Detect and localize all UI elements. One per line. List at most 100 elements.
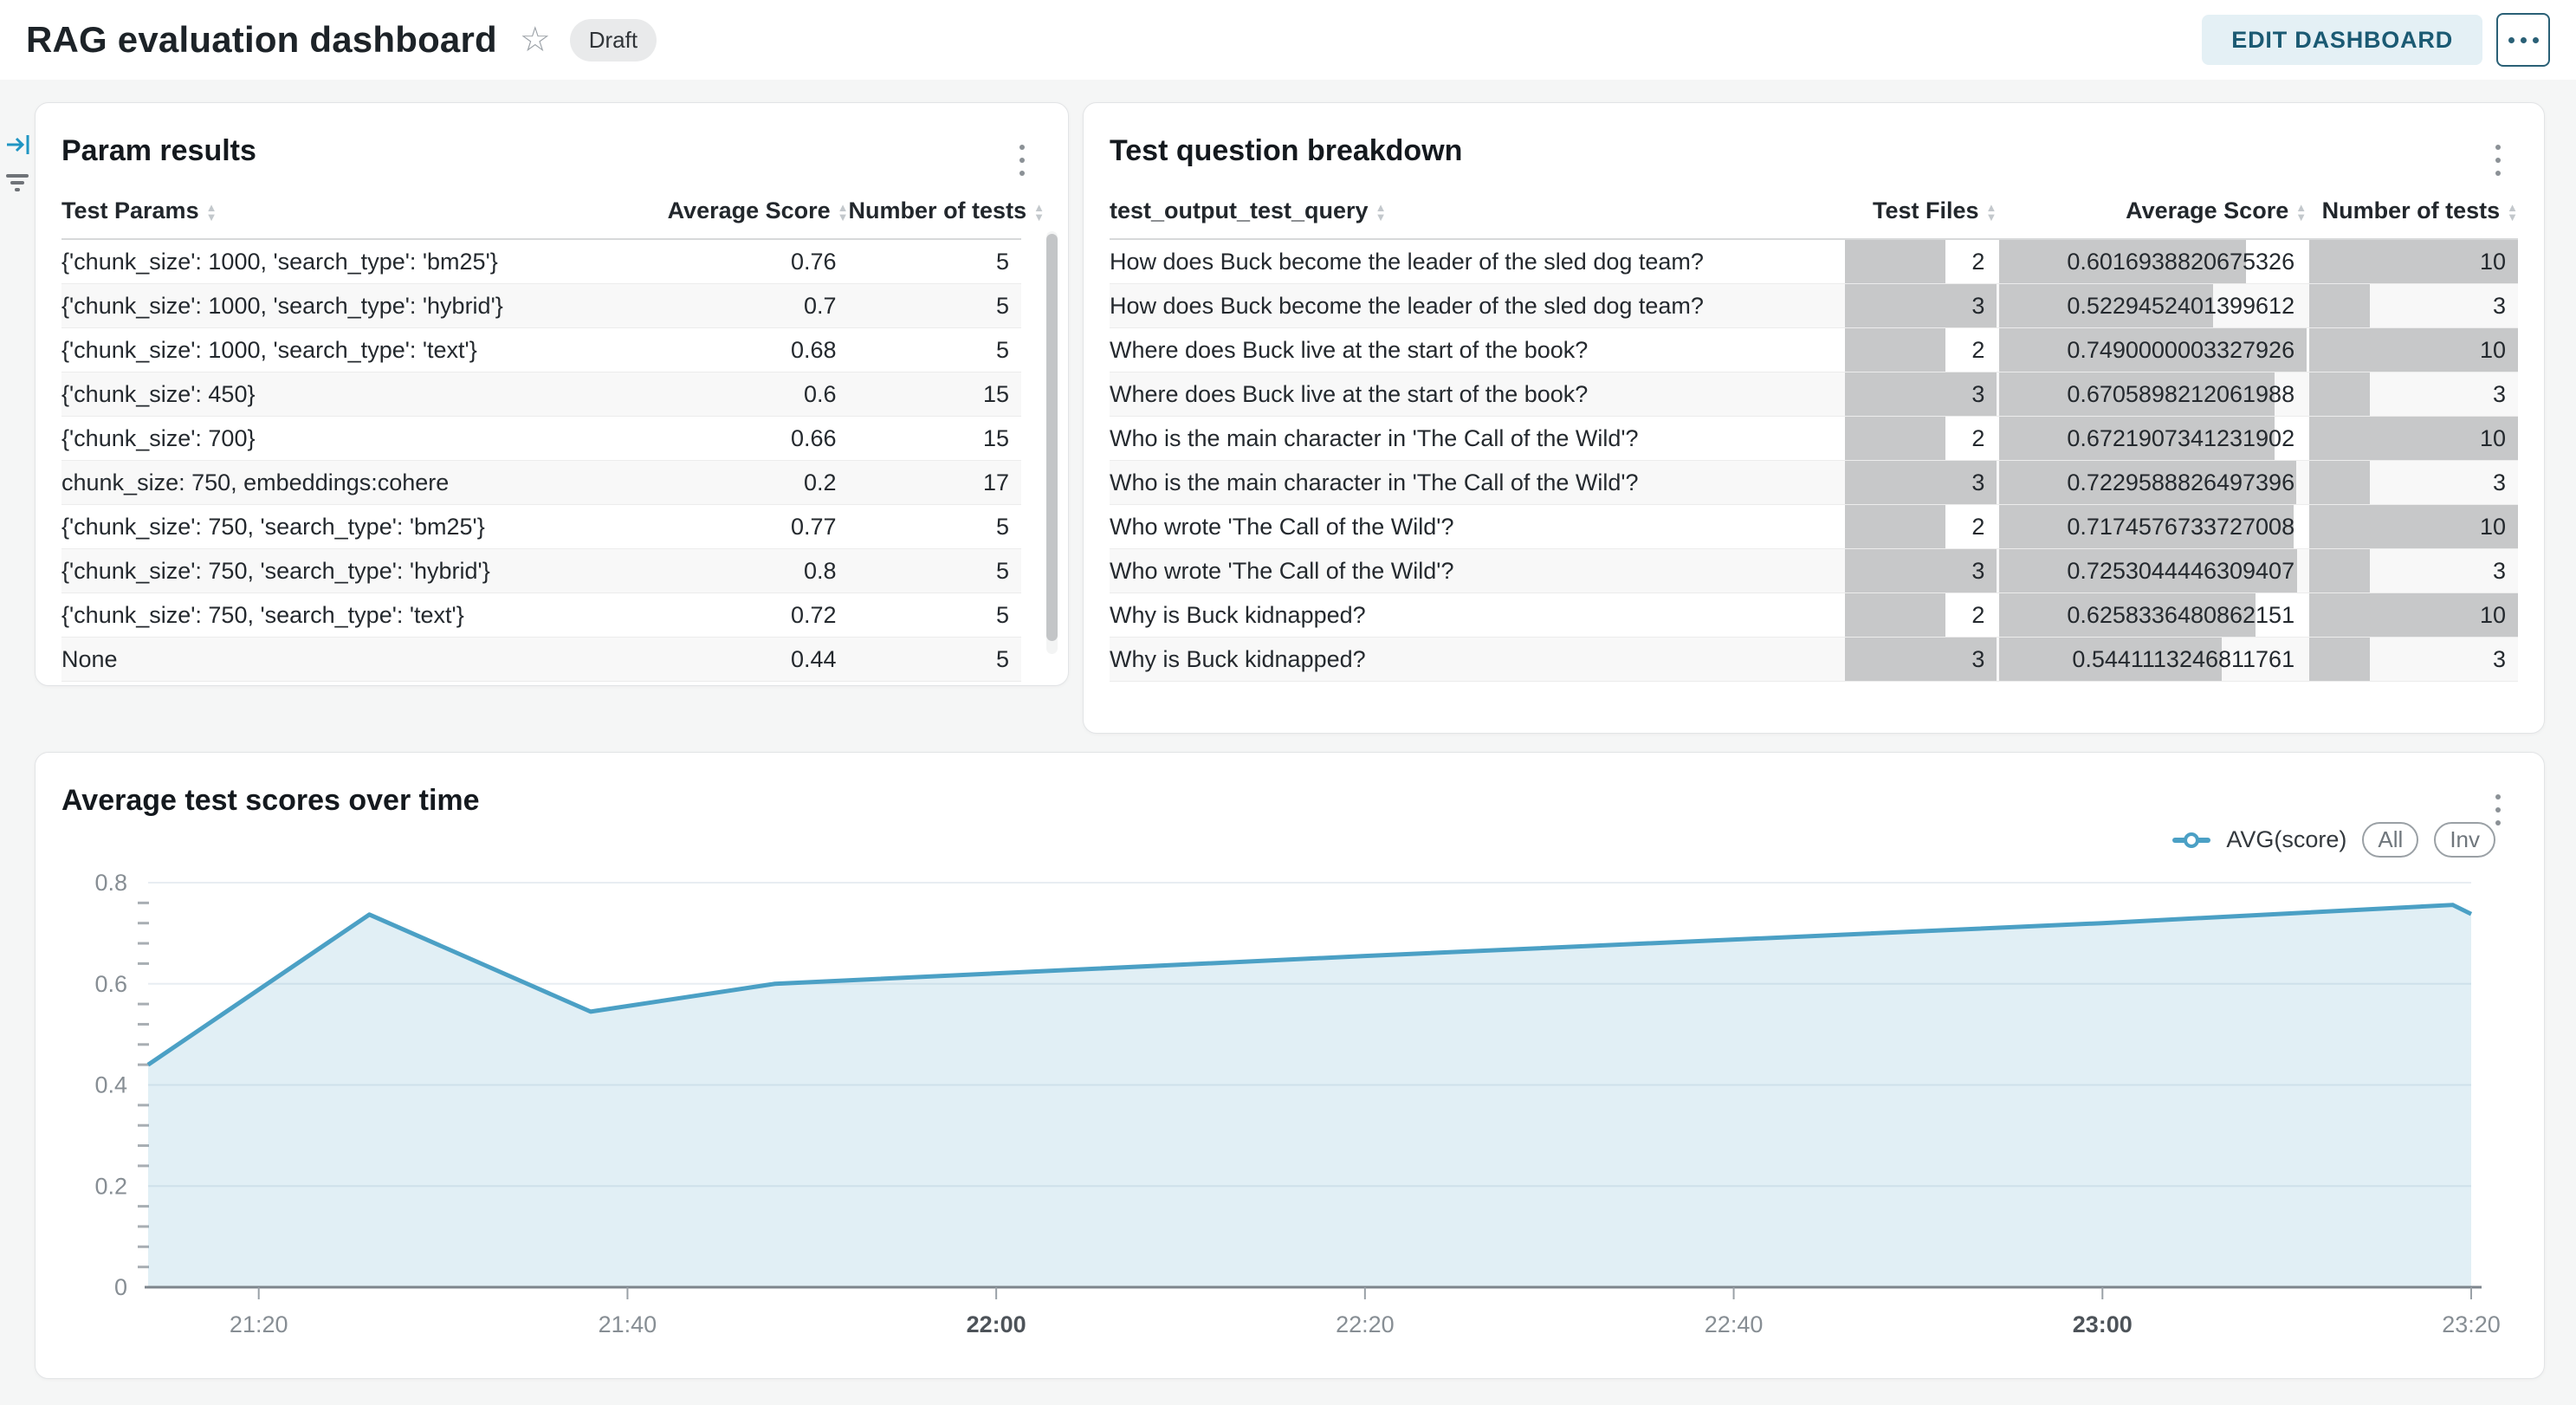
data-bar-cell: 3 [2307, 548, 2518, 593]
table-row[interactable]: Who is the main character in 'The Call o… [1110, 416, 2518, 461]
table-cell: 0.76 [599, 239, 849, 284]
table-cell: 15 [848, 372, 1021, 417]
table-row[interactable]: Who wrote 'The Call of the Wild'? 2 0.7174… [1110, 504, 2518, 549]
value-bar [1844, 284, 1997, 327]
table-cell: 0.68 [599, 327, 849, 372]
data-bar-cell: 0.7174576733727008 [1997, 504, 2307, 549]
table-cell: 5 [848, 283, 1021, 328]
sort-icon[interactable]: ▲ ▼ [205, 200, 217, 223]
table-cell: Who wrote 'The Call of the Wild'? [1110, 548, 1842, 593]
column-header[interactable]: test_output_test_query ▲ ▼ [1110, 197, 1842, 240]
sort-icon[interactable]: ▲ ▼ [1375, 200, 1387, 223]
value-bar [1844, 505, 1945, 548]
more-options-button[interactable] [2496, 13, 2550, 67]
sort-icon[interactable]: ▲ ▼ [2295, 200, 2307, 223]
data-bar-cell: 3 [2307, 460, 2518, 505]
svg-text:0.6: 0.6 [94, 971, 127, 997]
table-row[interactable]: chunk_size: 750, embeddings:cohere 0.2 17 [61, 460, 1021, 505]
value-bar [1999, 638, 2223, 681]
column-header[interactable]: Test Params ▲ ▼ [61, 197, 599, 240]
table-cell: 5 [848, 504, 1021, 549]
value-bar [2309, 505, 2518, 548]
value-bar [1999, 461, 2296, 504]
table-cell: {'chunk_size': 750, 'search_type': 'hybr… [61, 548, 599, 593]
sort-icon[interactable]: ▲ ▼ [837, 200, 849, 223]
svg-text:22:40: 22:40 [1705, 1311, 1764, 1337]
table-cell: 15 [848, 416, 1021, 461]
column-header[interactable]: Number of tests ▲ ▼ [2307, 197, 2518, 240]
column-header[interactable]: Number of tests ▲ ▼ [848, 197, 1045, 240]
table-cell: 5 [848, 592, 1021, 638]
vertical-scrollbar[interactable] [1046, 231, 1058, 654]
data-bar-cell: 3 [2307, 283, 2518, 328]
table-row[interactable]: Who wrote 'The Call of the Wild'? 3 0.7253… [1110, 548, 2518, 593]
sort-icon[interactable]: ▲ ▼ [2507, 200, 2518, 223]
table-cell: Who wrote 'The Call of the Wild'? [1110, 504, 1842, 549]
value-bar [1999, 505, 2294, 548]
table-row[interactable]: Who is the main character in 'The Call o… [1110, 460, 2518, 505]
scrollbar-thumb[interactable] [1046, 234, 1058, 641]
sort-icon[interactable]: ▲ ▼ [1033, 200, 1045, 223]
table-row[interactable]: {'chunk_size': 1000, 'search_type': 'tex… [61, 327, 1021, 372]
svg-text:23:00: 23:00 [2073, 1311, 2133, 1337]
table-cell: {'chunk_size': 1000, 'search_type': 'hyb… [61, 283, 599, 328]
data-bar-cell: 10 [2307, 327, 2518, 372]
column-header[interactable]: Average Score ▲ ▼ [599, 197, 849, 240]
kebab-menu-icon[interactable] [1014, 139, 1030, 181]
edit-dashboard-button[interactable]: EDIT DASHBOARD [2202, 15, 2482, 65]
collapse-panel-icon[interactable] [5, 132, 31, 158]
table-cell: {'chunk_size': 750, 'search_type': 'bm25… [61, 504, 599, 549]
table-cell: 0.2 [599, 460, 849, 505]
table-cell: chunk_size: 750, embeddings:cohere [61, 460, 599, 505]
sort-icon[interactable]: ▲ ▼ [1985, 200, 1997, 223]
table-row[interactable]: {'chunk_size': 750, 'search_type': 'text… [61, 592, 1021, 638]
card-title: Test question breakdown [1110, 134, 1463, 167]
svg-text:22:20: 22:20 [1336, 1311, 1395, 1337]
value-bar [2309, 328, 2518, 372]
value-bar [2309, 461, 2371, 504]
favorite-star-icon[interactable]: ☆ [519, 21, 551, 59]
value-bar [1844, 638, 1997, 681]
table-row[interactable]: {'chunk_size': 1000, 'search_type': 'hyb… [61, 283, 1021, 328]
table-row[interactable]: Why is Buck kidnapped? 2 0.625833648086215… [1110, 592, 2518, 638]
table-cell: Where does Buck live at the start of the… [1110, 327, 1842, 372]
table-row[interactable]: None 0.44 5 [61, 637, 1021, 682]
data-bar-cell: 0.6705898212061988 [1997, 372, 2307, 417]
table-cell: Where does Buck live at the start of the… [1110, 372, 1842, 417]
value-bar [2309, 549, 2371, 592]
table-cell: Why is Buck kidnapped? [1110, 592, 1842, 638]
zoom-all-button[interactable]: All [2362, 822, 2419, 858]
param-results-table: Test Params ▲ ▼ Average Score ▲ ▼ Number of … [61, 197, 1045, 682]
value-bar [1844, 240, 1945, 283]
zoom-inv-button[interactable]: Inv [2434, 822, 2495, 858]
table-row[interactable]: How does Buck become the leader of the s… [1110, 239, 2518, 284]
table-row[interactable]: Where does Buck live at the start of the… [1110, 372, 2518, 417]
kebab-menu-icon[interactable] [2490, 789, 2506, 831]
table-row[interactable]: Where does Buck live at the start of the… [1110, 327, 2518, 372]
value-bar [2309, 638, 2371, 681]
data-bar-cell: 3 [2307, 372, 2518, 417]
value-bar [1844, 461, 1997, 504]
data-bar-cell: 2 [1841, 416, 1997, 461]
kebab-menu-icon[interactable] [2490, 139, 2506, 181]
table-row[interactable]: {'chunk_size': 750, 'search_type': 'bm25… [61, 504, 1021, 549]
table-row[interactable]: {'chunk_size': 1000, 'search_type': 'bm2… [61, 239, 1021, 284]
table-row[interactable]: {'chunk_size': 750, 'search_type': 'hybr… [61, 548, 1021, 593]
table-row[interactable]: How does Buck become the leader of the s… [1110, 283, 2518, 328]
value-bar [1844, 328, 1945, 372]
value-bar [2309, 417, 2518, 460]
series-marker-icon[interactable] [2172, 832, 2211, 848]
table-row[interactable]: {'chunk_size': 700} 0.66 15 [61, 416, 1021, 461]
table-row[interactable]: {'chunk_size': 450} 0.6 15 [61, 372, 1021, 417]
scores-area-chart[interactable]: 21:20 21:40 22:00 22:20 22:40 23:00 23:20 0 0.2 0… [36, 753, 2544, 1378]
table-cell: {'chunk_size': 450} [61, 372, 599, 417]
svg-text:0.8: 0.8 [94, 870, 127, 896]
column-header[interactable]: Average Score ▲ ▼ [1997, 197, 2307, 240]
filter-icon[interactable] [5, 171, 31, 197]
svg-text:0: 0 [114, 1274, 127, 1300]
table-cell: 0.72 [599, 592, 849, 638]
param-results-card: Param results Test Params ▲ ▼ Average Scor… [35, 102, 1069, 686]
column-header[interactable]: Test Files ▲ ▼ [1841, 197, 1997, 240]
legend-label[interactable]: AVG(score) [2226, 826, 2347, 852]
table-row[interactable]: Why is Buck kidnapped? 3 0.544111324681176… [1110, 637, 2518, 682]
